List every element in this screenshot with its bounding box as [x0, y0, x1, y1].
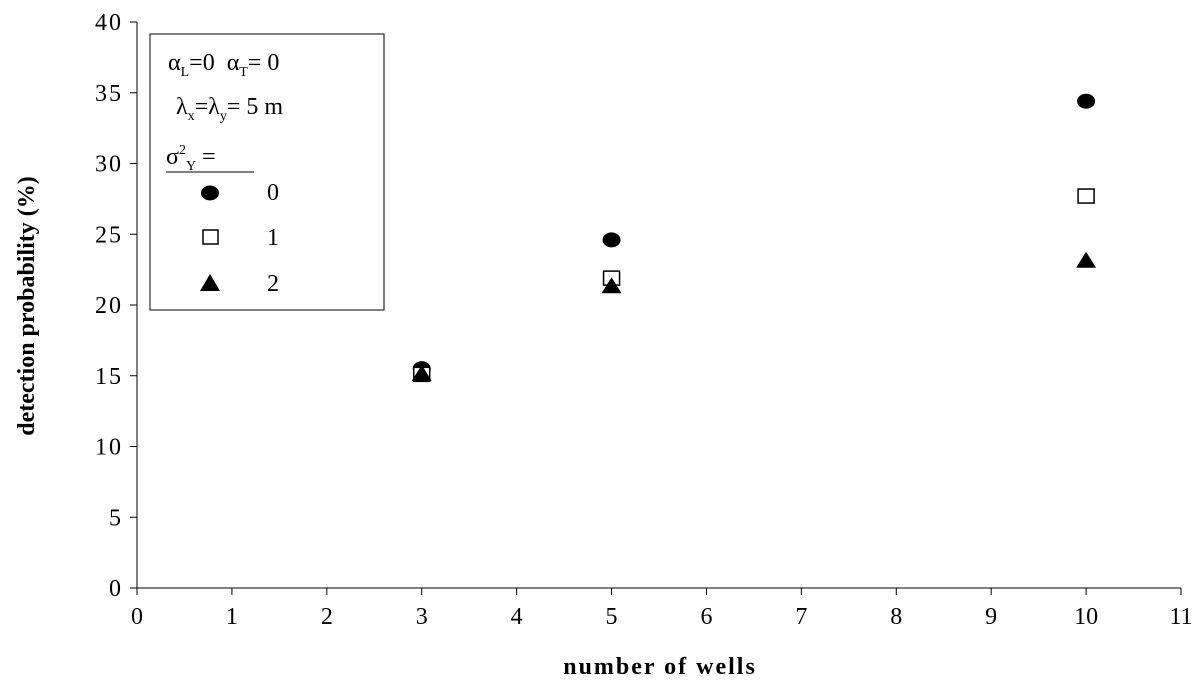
- legend-label-0: 0: [267, 180, 279, 206]
- y-tick-label: 40: [95, 10, 123, 36]
- legend-lambda-line: λx=λy= 5 m: [176, 94, 283, 124]
- legend-marker-filled-triangle: [200, 274, 220, 291]
- x-tick-label: 5: [606, 604, 618, 630]
- y-tick-label: 0: [109, 576, 123, 602]
- y-tick-label: 30: [95, 152, 123, 178]
- x-tick-label: 0: [131, 604, 143, 630]
- legend-entry-0: 0: [201, 180, 279, 206]
- x-tick-label: 3: [416, 604, 428, 630]
- legend-entry-2: 2: [200, 271, 279, 297]
- y-axis-title: detection probability (%): [14, 176, 40, 436]
- x-tick-label: 9: [985, 604, 997, 630]
- y-tick-label: 35: [95, 81, 123, 107]
- y-tick-label: 20: [95, 293, 123, 319]
- legend-label-2: 2: [267, 271, 279, 297]
- data-point-series-2: [601, 277, 622, 294]
- x-tick-label: 4: [511, 604, 523, 630]
- x-tick-label: 11: [1169, 604, 1192, 630]
- legend-sigma-line: σ2Y =: [166, 143, 216, 174]
- data-point-series-1: [1077, 188, 1095, 204]
- data-point-series-0: [602, 232, 621, 248]
- data-point-series-2: [411, 364, 432, 381]
- x-tick-label: 7: [795, 604, 807, 630]
- y-tick-label: 5: [109, 505, 123, 531]
- y-tick-label: 10: [95, 435, 123, 461]
- data-point-series-2: [1076, 251, 1097, 268]
- y-tick-label: 25: [95, 222, 123, 248]
- x-tick-label: 2: [321, 604, 333, 630]
- y-tick-label: 15: [95, 364, 123, 390]
- legend-alpha-line: αL=0 αT= 0: [168, 50, 279, 80]
- x-tick-label: 10: [1074, 604, 1098, 630]
- x-axis-title: number of wells: [563, 654, 757, 680]
- data-points: [411, 93, 1097, 383]
- legend: αL=0 αT= 0 λx=λy= 5 m σ2Y = 0 1 2: [149, 33, 385, 311]
- data-point-series-0: [1077, 93, 1096, 109]
- x-tick-label: 6: [700, 604, 712, 630]
- legend-label-1: 1: [267, 225, 279, 251]
- x-tick-label: 1: [226, 604, 238, 630]
- legend-entry-1: 1: [202, 225, 279, 251]
- legend-marker-filled-circle: [201, 185, 219, 201]
- legend-marker-open-square: [202, 229, 219, 245]
- x-tick-label: 8: [890, 604, 902, 630]
